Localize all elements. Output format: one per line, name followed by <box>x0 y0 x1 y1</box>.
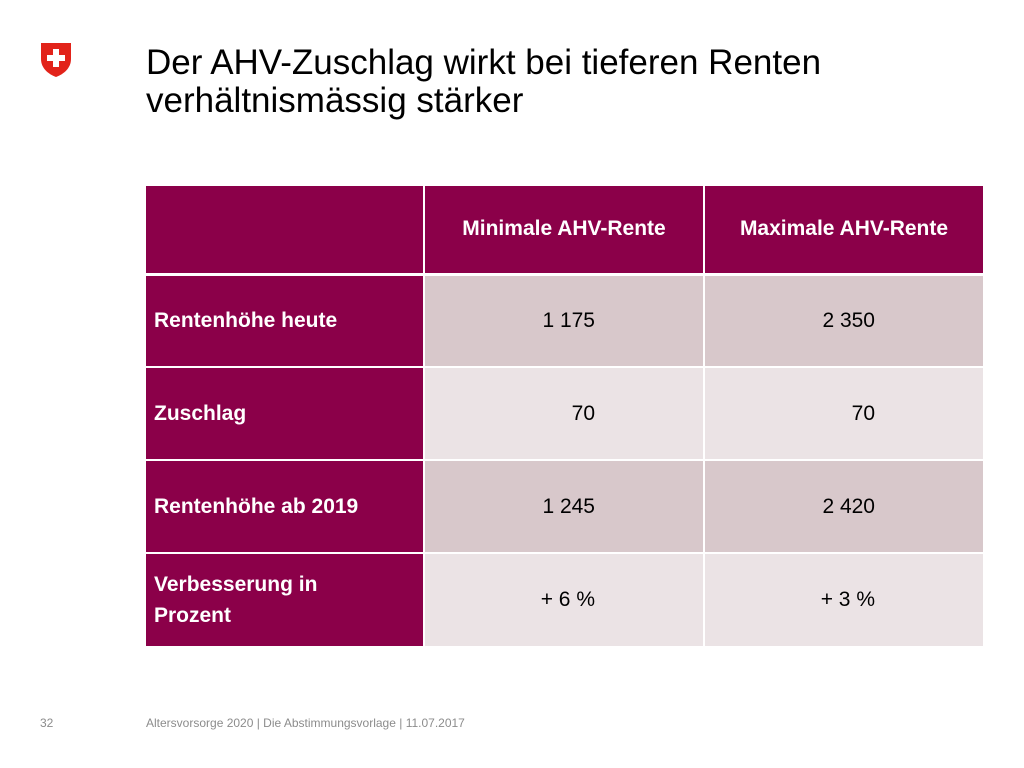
row-label-verbesserung-in-prozent: Verbesserung in Prozent <box>146 553 425 646</box>
header-minimale-ahv-rente: Minimale AHV-Rente <box>424 186 705 276</box>
row-label-rentenhoehe-ab-2019: Rentenhöhe ab 2019 <box>146 460 425 554</box>
table-row: Verbesserung in Prozent + 6 % + 3 % <box>146 553 983 646</box>
comparison-table: Minimale AHV-Rente Maximale AHV-Rente Re… <box>146 186 983 646</box>
row-label-line-1: Verbesserung in <box>154 573 318 596</box>
title-line-1: Der AHV-Zuschlag wirkt bei tieferen Rent… <box>146 43 822 82</box>
footer-text: Altersvorsorge 2020 | Die Abstimmungsvor… <box>146 716 465 730</box>
title-line-2: verhältnismässig stärker <box>146 81 524 120</box>
table-header-row: Minimale AHV-Rente Maximale AHV-Rente <box>146 186 983 276</box>
cell-max-zuschlag: 70 <box>704 367 983 461</box>
row-label-line-2: Prozent <box>154 604 232 627</box>
table-row: Rentenhöhe ab 2019 1 245 2 420 <box>146 460 983 554</box>
table-row: Zuschlag 70 70 <box>146 367 983 461</box>
cell-min-rentenhoehe-heute: 1 175 <box>424 274 705 368</box>
cell-max-rentenhoehe-heute: 2 350 <box>704 274 983 368</box>
cell-min-rentenhoehe-ab-2019: 1 245 <box>424 460 705 554</box>
page-title: Der AHV-Zuschlag wirkt bei tieferen Rent… <box>146 44 966 120</box>
cell-min-zuschlag: 70 <box>424 367 705 461</box>
cell-max-rentenhoehe-ab-2019: 2 420 <box>704 460 983 554</box>
row-label-zuschlag: Zuschlag <box>146 367 425 461</box>
swiss-cross-shield-icon <box>40 42 72 78</box>
table-row: Rentenhöhe heute 1 175 2 350 <box>146 274 983 368</box>
header-maximale-ahv-rente: Maximale AHV-Rente <box>704 186 983 276</box>
row-label-rentenhoehe-heute: Rentenhöhe heute <box>146 274 425 368</box>
cell-min-verbesserung: + 6 % <box>424 553 705 646</box>
page-number: 32 <box>40 716 54 730</box>
cell-max-verbesserung: + 3 % <box>704 553 983 646</box>
header-empty-cell <box>146 186 425 276</box>
